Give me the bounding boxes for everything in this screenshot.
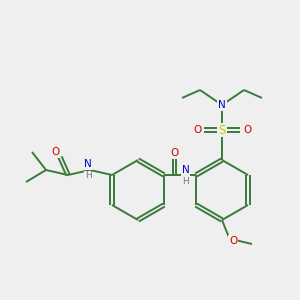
Text: O: O [243, 125, 251, 135]
Text: O: O [229, 236, 237, 246]
Text: O: O [170, 148, 179, 158]
Text: H: H [85, 172, 92, 181]
Text: N: N [84, 159, 92, 169]
Text: O: O [51, 147, 59, 157]
Text: O: O [193, 125, 201, 135]
Text: H: H [182, 176, 189, 185]
Text: S: S [218, 124, 226, 136]
Text: N: N [182, 165, 189, 175]
Text: N: N [218, 100, 226, 110]
